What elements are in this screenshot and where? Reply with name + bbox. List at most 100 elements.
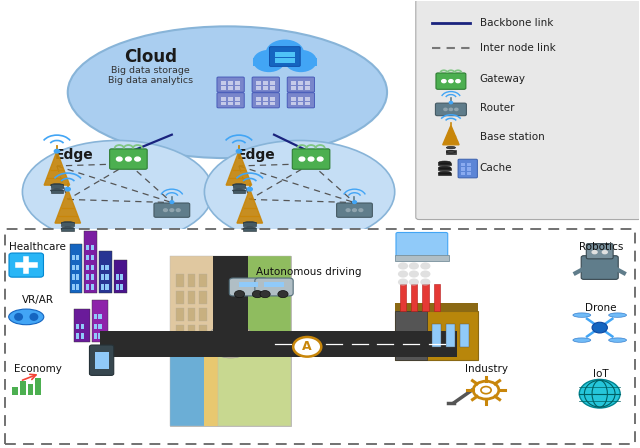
Bar bbox=[120, 275, 124, 280]
Bar bbox=[72, 284, 75, 290]
Circle shape bbox=[420, 279, 431, 286]
Bar bbox=[86, 255, 90, 260]
Bar bbox=[218, 341, 291, 426]
Text: Industry: Industry bbox=[465, 364, 508, 374]
Circle shape bbox=[456, 80, 460, 82]
Polygon shape bbox=[443, 125, 459, 145]
Bar bbox=[94, 333, 97, 339]
Circle shape bbox=[409, 279, 419, 286]
Bar bbox=[234, 82, 239, 85]
Text: Cloud: Cloud bbox=[124, 47, 177, 65]
Bar bbox=[461, 168, 465, 171]
Text: Router: Router bbox=[479, 103, 514, 113]
Ellipse shape bbox=[9, 309, 44, 325]
Bar bbox=[269, 82, 275, 85]
Bar bbox=[12, 387, 18, 395]
FancyBboxPatch shape bbox=[586, 244, 613, 259]
Ellipse shape bbox=[609, 313, 627, 317]
Bar bbox=[176, 274, 184, 287]
Text: Cache: Cache bbox=[479, 163, 512, 173]
Text: Big data storage: Big data storage bbox=[111, 66, 190, 75]
Bar bbox=[461, 172, 465, 176]
Bar bbox=[106, 275, 109, 280]
Circle shape bbox=[252, 291, 262, 297]
FancyBboxPatch shape bbox=[4, 229, 636, 444]
Bar bbox=[438, 168, 451, 170]
Circle shape bbox=[449, 101, 452, 103]
Bar bbox=[100, 332, 458, 358]
FancyBboxPatch shape bbox=[292, 149, 330, 169]
Bar bbox=[116, 284, 119, 290]
Bar bbox=[263, 97, 268, 101]
Ellipse shape bbox=[14, 313, 23, 321]
Bar bbox=[269, 86, 275, 90]
Bar bbox=[291, 102, 296, 105]
FancyBboxPatch shape bbox=[436, 73, 466, 89]
Bar bbox=[234, 86, 239, 90]
Circle shape bbox=[236, 150, 241, 153]
Bar bbox=[256, 82, 261, 85]
Bar bbox=[106, 284, 109, 290]
Text: Base station: Base station bbox=[479, 132, 545, 142]
Bar bbox=[228, 86, 233, 90]
Polygon shape bbox=[55, 189, 81, 223]
Bar bbox=[99, 251, 112, 293]
Circle shape bbox=[308, 157, 314, 161]
FancyBboxPatch shape bbox=[9, 253, 44, 277]
Bar bbox=[461, 324, 469, 347]
Bar bbox=[275, 58, 295, 63]
Bar bbox=[298, 97, 303, 101]
Bar bbox=[434, 284, 440, 311]
Bar bbox=[221, 102, 226, 105]
Ellipse shape bbox=[204, 141, 395, 243]
Circle shape bbox=[253, 50, 285, 72]
Bar bbox=[305, 86, 310, 90]
Bar bbox=[51, 190, 63, 193]
FancyBboxPatch shape bbox=[287, 93, 314, 108]
Circle shape bbox=[293, 337, 321, 357]
Bar bbox=[106, 265, 109, 270]
Bar bbox=[101, 284, 104, 290]
Bar bbox=[232, 184, 245, 188]
Bar bbox=[99, 314, 102, 319]
Bar bbox=[461, 163, 465, 166]
Ellipse shape bbox=[446, 146, 456, 149]
FancyBboxPatch shape bbox=[458, 159, 477, 178]
FancyBboxPatch shape bbox=[269, 47, 300, 66]
Bar bbox=[396, 311, 428, 360]
Text: Edge: Edge bbox=[55, 148, 93, 162]
Bar bbox=[61, 222, 74, 226]
Bar bbox=[305, 97, 310, 101]
Bar bbox=[72, 265, 75, 270]
Bar bbox=[291, 82, 296, 85]
Bar bbox=[84, 231, 97, 293]
Polygon shape bbox=[226, 151, 252, 185]
FancyBboxPatch shape bbox=[109, 149, 147, 169]
Bar bbox=[291, 86, 296, 90]
Bar bbox=[94, 323, 97, 329]
Circle shape bbox=[54, 150, 60, 153]
Bar bbox=[91, 265, 94, 270]
Circle shape bbox=[125, 157, 131, 161]
Text: Big data analytics: Big data analytics bbox=[108, 76, 193, 85]
Bar bbox=[269, 102, 275, 105]
Bar bbox=[81, 323, 84, 329]
FancyBboxPatch shape bbox=[217, 93, 244, 108]
Circle shape bbox=[398, 279, 408, 286]
Circle shape bbox=[234, 291, 244, 297]
Circle shape bbox=[592, 322, 607, 333]
Bar bbox=[433, 324, 442, 347]
Bar bbox=[91, 255, 94, 260]
Bar bbox=[86, 275, 90, 280]
Text: Economy: Economy bbox=[14, 364, 61, 374]
Bar bbox=[212, 256, 248, 332]
Circle shape bbox=[454, 108, 458, 111]
Circle shape bbox=[317, 157, 323, 161]
Bar bbox=[86, 284, 90, 290]
Bar bbox=[446, 150, 456, 155]
Bar bbox=[422, 284, 429, 311]
Text: IoT: IoT bbox=[593, 369, 609, 379]
Bar bbox=[72, 255, 75, 260]
Bar bbox=[70, 244, 83, 293]
Bar bbox=[199, 325, 207, 338]
